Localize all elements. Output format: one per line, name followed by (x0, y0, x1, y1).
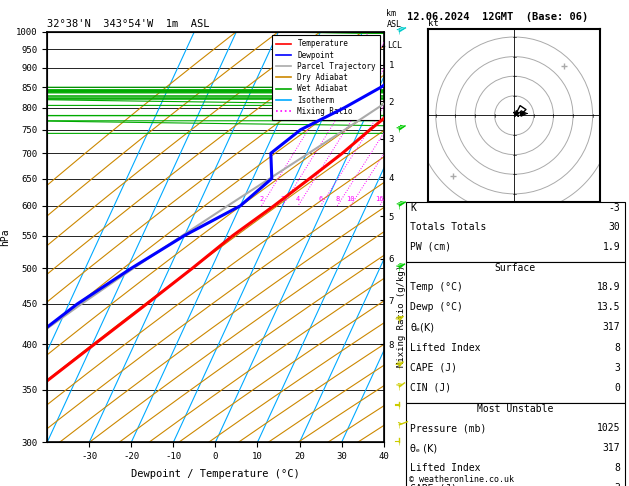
Text: |: | (398, 439, 401, 445)
Text: |: | (398, 422, 401, 428)
Text: Lifted Index: Lifted Index (410, 343, 481, 352)
Text: K: K (410, 203, 416, 213)
Text: Most Unstable: Most Unstable (477, 404, 554, 414)
Text: 3: 3 (615, 484, 620, 486)
Text: 30: 30 (608, 222, 620, 232)
Text: 12.06.2024  12GMT  (Base: 06): 12.06.2024 12GMT (Base: 06) (407, 12, 588, 22)
Bar (406, 262, 625, 403)
Text: |: | (398, 403, 401, 409)
Text: CAPE (J): CAPE (J) (410, 484, 457, 486)
Bar (406, 403, 625, 486)
Text: kt: kt (428, 19, 438, 28)
Text: Mixing Ratio (g/kg): Mixing Ratio (g/kg) (397, 265, 406, 367)
Text: Temp (°C): Temp (°C) (410, 282, 463, 292)
Text: CAPE (J): CAPE (J) (410, 363, 457, 373)
Text: -3: -3 (608, 203, 620, 213)
Text: |: | (398, 265, 401, 271)
Text: |: | (398, 384, 401, 390)
Text: 3: 3 (615, 363, 620, 373)
Text: LCL: LCL (387, 41, 402, 50)
Text: 8: 8 (615, 343, 620, 352)
Text: 3: 3 (281, 196, 285, 202)
X-axis label: Dewpoint / Temperature (°C): Dewpoint / Temperature (°C) (131, 469, 300, 479)
Text: 4: 4 (296, 196, 300, 202)
Bar (406, 202, 625, 262)
Text: 1.9: 1.9 (603, 242, 620, 252)
Text: 1025: 1025 (597, 423, 620, 433)
Text: 0: 0 (615, 383, 620, 393)
Text: 2: 2 (259, 196, 264, 202)
Text: Surface: Surface (494, 263, 536, 274)
Y-axis label: hPa: hPa (1, 228, 11, 246)
Text: |: | (398, 364, 401, 369)
Text: |: | (398, 29, 401, 35)
Text: 16: 16 (375, 196, 384, 202)
Text: 8: 8 (335, 196, 340, 202)
Text: Dewp (°C): Dewp (°C) (410, 302, 463, 312)
Text: |: | (398, 127, 401, 133)
Text: PW (cm): PW (cm) (410, 242, 451, 252)
Text: 8: 8 (615, 463, 620, 473)
Text: 6: 6 (318, 196, 323, 202)
Text: θₑ (K): θₑ (K) (410, 443, 437, 453)
Text: © weatheronline.co.uk: © weatheronline.co.uk (409, 474, 514, 484)
Text: 10: 10 (347, 196, 355, 202)
Text: Totals Totals: Totals Totals (410, 222, 486, 232)
Text: Pressure (mb): Pressure (mb) (410, 423, 486, 433)
Text: 18.9: 18.9 (597, 282, 620, 292)
Text: |: | (398, 318, 401, 323)
Text: 32°38'N  343°54'W  1m  ASL: 32°38'N 343°54'W 1m ASL (47, 19, 209, 30)
Text: 317: 317 (603, 322, 620, 332)
Text: |: | (398, 203, 401, 208)
Text: 13.5: 13.5 (597, 302, 620, 312)
Text: CIN (J): CIN (J) (410, 383, 451, 393)
Legend: Temperature, Dewpoint, Parcel Trajectory, Dry Adiabat, Wet Adiabat, Isotherm, Mi: Temperature, Dewpoint, Parcel Trajectory… (272, 35, 380, 120)
Text: km
ASL: km ASL (386, 9, 401, 29)
Text: 317: 317 (603, 443, 620, 453)
Text: Lifted Index: Lifted Index (410, 463, 481, 473)
Text: θₑ(K): θₑ(K) (410, 322, 434, 332)
